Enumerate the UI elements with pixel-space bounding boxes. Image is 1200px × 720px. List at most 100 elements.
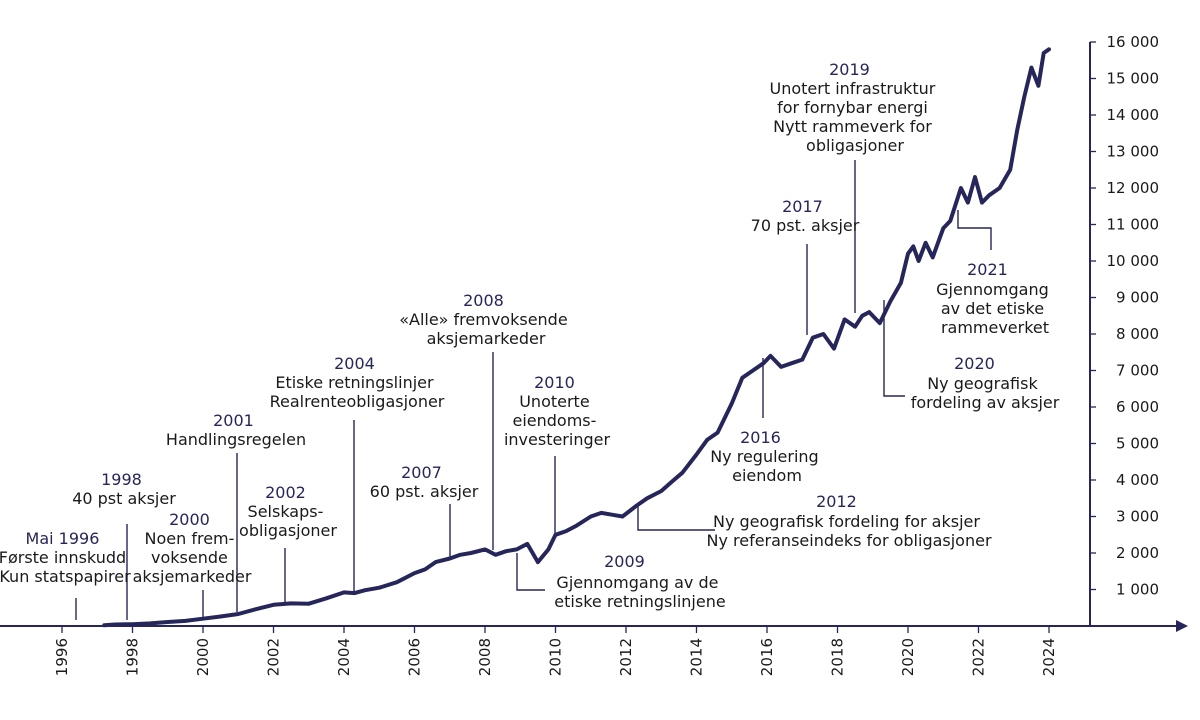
annotation-2017: 2017 70 pst. aksjer — [751, 197, 860, 235]
annotation-line: Etiske retningslinjer — [275, 373, 434, 392]
annotation-2009: 2009 Gjennomgang av de etiske retningsli… — [554, 552, 725, 611]
x-tick-label: 2022 — [970, 638, 988, 676]
annotation-year: 2019 — [829, 60, 870, 79]
annotation-year: 2021 — [967, 260, 1008, 279]
annotation-year: 1998 — [101, 470, 142, 489]
x-tick-label: 2024 — [1040, 638, 1058, 676]
y-tick-label: 15 000 — [1107, 70, 1160, 88]
x-tick-label: 2006 — [406, 638, 424, 676]
annotation-line: eiendoms- — [512, 411, 596, 430]
y-tick-label: 14 000 — [1107, 106, 1160, 124]
x-tick-label: 2018 — [829, 638, 847, 676]
annotation-year: 2020 — [954, 354, 995, 373]
x-tick-label: 2002 — [265, 638, 283, 676]
annotation-2012: 2012 Ny geografisk fordeling for aksjer … — [706, 492, 991, 550]
annotation-2000: 2000 Noen frem- voksende aksjemarkeder — [133, 510, 252, 586]
annotation-year: 2007 — [401, 463, 442, 482]
x-tick-label: 2000 — [194, 638, 212, 676]
leader-2021 — [957, 210, 992, 250]
annotation-line: voksende — [151, 548, 228, 567]
annotation-line: Ny regulering — [710, 447, 819, 466]
annotation-year: 2004 — [334, 354, 375, 373]
annotation-line: Handlingsregelen — [166, 430, 306, 449]
annotation-leaders — [75, 160, 992, 620]
annotation-line: Første innskudd — [0, 548, 126, 567]
annotation-year: 2017 — [782, 197, 823, 216]
annotation-2001: 2001 Handlingsregelen — [166, 411, 306, 449]
y-tick-label: 16 000 — [1107, 33, 1160, 51]
leader-2020 — [883, 300, 905, 397]
annotation-year: 2000 — [169, 510, 210, 529]
annotation-year: 2001 — [213, 411, 254, 430]
annotation-1996: Mai 1996 Første innskudd Kun statspapire… — [0, 529, 131, 586]
annotation-year: 2012 — [816, 492, 857, 511]
x-tick-label: 2014 — [688, 638, 706, 676]
y-tick-label: 9 000 — [1116, 289, 1159, 307]
annotation-line: 40 pst aksjer — [72, 489, 176, 508]
annotation-year: 2010 — [534, 373, 575, 392]
annotation-line: Ny geografisk — [927, 374, 1038, 393]
annotation-line: Selskaps- — [248, 502, 324, 521]
annotation-line: Nytt rammeverk for — [773, 117, 932, 136]
annotation-2016: 2016 Ny regulering eiendom — [710, 428, 824, 485]
annotation-2007: 2007 60 pst. aksjer — [370, 463, 479, 501]
y-tick-label: 12 000 — [1107, 179, 1160, 197]
annotation-line: etiske retningslinjene — [554, 592, 725, 611]
annotation-line: Ny referanseindeks for obligasjoner — [706, 531, 991, 550]
annotation-year: 2008 — [463, 291, 504, 310]
annotation-2010: 2010 Unoterte eiendoms- investeringer — [504, 373, 611, 449]
y-tick-label: 10 000 — [1107, 252, 1160, 270]
annotation-line: Unoterte — [519, 392, 589, 411]
annotation-line: fordeling av aksjer — [911, 393, 1060, 412]
y-axis-ticks: 1 000 2 000 3 000 4 000 5 000 6 000 7 000 8 000… — [1090, 33, 1159, 599]
annotation-2020: 2020 Ny geografisk fordeling av aksjer — [911, 354, 1060, 412]
annotation-year: 2002 — [265, 483, 306, 502]
annotation-line: av det etiske — [941, 299, 1044, 318]
annotation-line: 60 pst. aksjer — [370, 482, 479, 501]
y-tick-label: 8 000 — [1116, 325, 1159, 343]
annotation-line: Gjennomgang — [936, 280, 1049, 299]
x-tick-label: 2016 — [758, 638, 776, 676]
annotation-line: Realrenteobligasjoner — [270, 392, 445, 411]
annotations: Mai 1996 Første innskudd Kun statspapire… — [0, 60, 1060, 611]
annotation-line: investeringer — [504, 430, 611, 449]
y-tick-label: 7 000 — [1116, 362, 1159, 380]
y-tick-label: 13 000 — [1107, 143, 1160, 161]
x-tick-label: 2012 — [617, 638, 635, 676]
y-tick-label: 4 000 — [1116, 471, 1159, 489]
annotation-1998: 1998 40 pst aksjer — [72, 470, 176, 508]
annotation-line: Kun statspapirer — [0, 567, 131, 586]
x-axis-ticks: 1996 1998 2000 2002 2004 2006 2008 2010 2012 2014… — [53, 626, 1058, 676]
annotation-line: «Alle» fremvoksende — [399, 310, 567, 329]
annotation-line: rammeverket — [941, 318, 1049, 337]
y-tick-label: 6 000 — [1116, 398, 1159, 416]
annotation-line: Ny geografisk fordeling for aksjer — [713, 512, 980, 531]
y-tick-label: 11 000 — [1107, 216, 1160, 234]
x-tick-label: 2020 — [899, 638, 917, 676]
annotation-2004: 2004 Etiske retningslinjer Realrenteobli… — [270, 354, 445, 411]
fund-value-line — [102, 47, 1051, 628]
x-tick-label: 1998 — [124, 638, 142, 676]
x-tick-label: 2008 — [476, 638, 494, 676]
annotation-line: eiendom — [732, 466, 802, 485]
annotation-line: Noen frem- — [145, 529, 235, 548]
annotation-year: 2009 — [604, 552, 645, 571]
annotation-2008: 2008 «Alle» fremvoksende aksjemarkeder — [399, 291, 573, 348]
annotation-year: Mai 1996 — [26, 529, 100, 548]
annotation-year: 2016 — [740, 428, 781, 447]
annotation-2019: 2019 Unotert infrastruktur for fornybar … — [770, 60, 941, 155]
y-tick-label: 1 000 — [1116, 581, 1159, 599]
y-tick-label: 5 000 — [1116, 435, 1159, 453]
annotation-2002: 2002 Selskaps- obligasjoner — [239, 483, 337, 540]
annotation-line: obligasjoner — [239, 521, 337, 540]
annotation-line: aksjemarkeder — [427, 329, 546, 348]
annotation-line: obligasjoner — [806, 136, 904, 155]
annotation-line: Gjennomgang av de — [556, 573, 718, 592]
y-tick-label: 2 000 — [1116, 544, 1159, 562]
leader-2009 — [516, 553, 545, 591]
annotation-line: aksjemarkeder — [133, 567, 252, 586]
leader-2012 — [637, 503, 715, 531]
x-tick-label: 2004 — [335, 638, 353, 676]
annotation-line: 70 pst. aksjer — [751, 216, 860, 235]
